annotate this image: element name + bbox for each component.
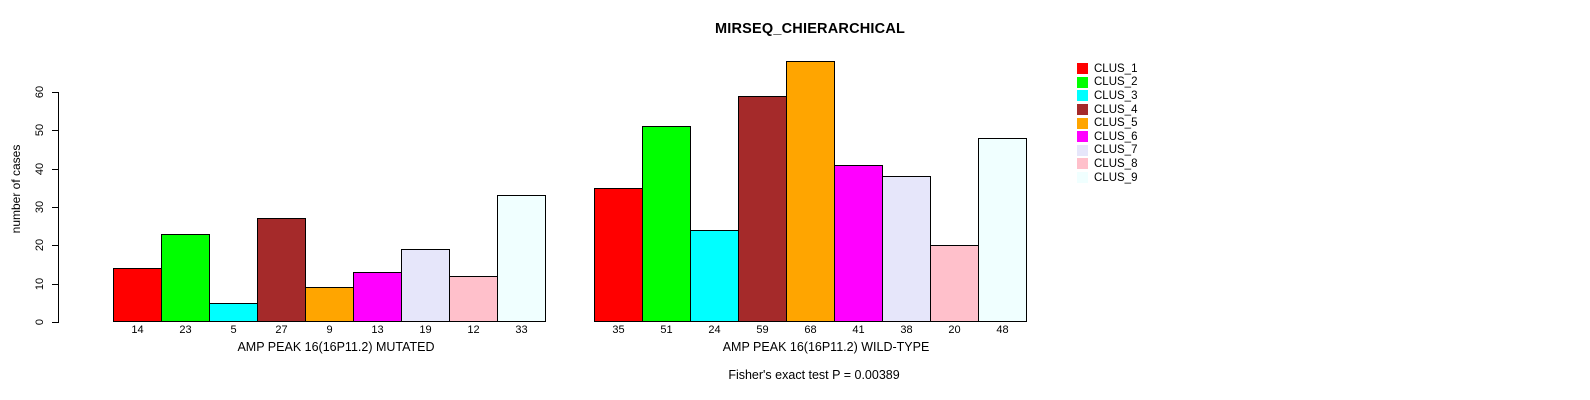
y-axis-tick-label: 50 (34, 123, 46, 137)
legend-item-clus_3: CLUS_3 (1077, 89, 1137, 103)
bar-value-label: 19 (419, 324, 432, 336)
group-label-mutated: AMP PEAK 16(16P11.2) MUTATED (237, 340, 435, 354)
bar-value-label: 20 (948, 324, 961, 336)
bar-value-label: 59 (756, 324, 769, 336)
bar-clus_7-group2 (882, 176, 931, 322)
legend-item-clus_4: CLUS_4 (1077, 103, 1137, 117)
bar-value-label: 14 (131, 324, 144, 336)
bar-clus_8-group1 (449, 276, 498, 322)
fisher-test-note: Fisher's exact test P = 0.00389 (728, 368, 900, 382)
y-axis-line (58, 92, 59, 323)
y-axis-tick (52, 207, 58, 208)
y-axis-tick-label: 60 (34, 85, 46, 99)
y-axis-tick (52, 245, 58, 246)
bar-value-label: 48 (996, 324, 1009, 336)
y-axis-tick-label: 20 (34, 238, 46, 252)
legend-swatch-icon (1077, 144, 1088, 156)
legend-item-clus_9: CLUS_9 (1077, 171, 1137, 185)
bar-value-label: 33 (515, 324, 528, 336)
bar-value-label: 51 (660, 324, 673, 336)
legend-item-clus_1: CLUS_1 (1077, 62, 1137, 76)
bar-value-label: 24 (708, 324, 721, 336)
bar-clus_2-group1 (161, 234, 210, 322)
bar-clus_9-group2 (978, 138, 1027, 322)
legend-item-clus_7: CLUS_7 (1077, 144, 1137, 158)
bar-clus_8-group2 (930, 245, 979, 322)
y-axis-tick-label: 40 (34, 162, 46, 176)
legend-label: CLUS_1 (1094, 62, 1138, 75)
legend-label: CLUS_3 (1094, 89, 1138, 102)
legend-item-clus_2: CLUS_2 (1077, 76, 1137, 90)
bar-clus_6-group2 (834, 165, 883, 322)
y-axis-tick-label: 10 (34, 277, 46, 291)
bar-clus_3-group1 (209, 303, 258, 322)
legend-swatch-icon (1077, 131, 1088, 143)
bar-clus_5-group1 (305, 287, 354, 322)
legend-label: CLUS_5 (1094, 117, 1138, 130)
legend-label: CLUS_4 (1094, 103, 1138, 116)
legend-swatch-icon (1077, 76, 1088, 88)
bar-clus_4-group2 (738, 96, 787, 322)
legend-label: CLUS_7 (1094, 144, 1138, 157)
y-axis-title: number of cases (9, 144, 23, 234)
y-axis-tick (52, 284, 58, 285)
bar-clus_1-group2 (594, 188, 643, 322)
legend-item-clus_5: CLUS_5 (1077, 116, 1137, 130)
bar-value-label: 12 (467, 324, 480, 336)
legend-label: CLUS_6 (1094, 130, 1138, 143)
legend-swatch-icon (1077, 104, 1088, 116)
y-axis-tick (52, 169, 58, 170)
legend-label: CLUS_8 (1094, 157, 1138, 170)
y-axis-tick (52, 92, 58, 93)
chart-title: MIRSEQ_CHIERARCHICAL (714, 21, 906, 37)
bar-value-label: 27 (275, 324, 288, 336)
bar-value-label: 9 (326, 324, 333, 336)
bar-value-label: 13 (371, 324, 384, 336)
legend-swatch-icon (1077, 172, 1088, 184)
bar-clus_9-group1 (497, 195, 546, 322)
bar-clus_6-group1 (353, 272, 402, 322)
bar-clus_4-group1 (257, 218, 306, 322)
legend: CLUS_1 CLUS_2 CLUS_3 CLUS_4 CLUS_5 CLUS_6 CLUS… (1077, 62, 1137, 184)
bar-clus_3-group2 (690, 230, 739, 322)
y-axis-tick-label: 0 (34, 318, 46, 326)
legend-item-clus_6: CLUS_6 (1077, 130, 1137, 144)
bar-value-label: 68 (804, 324, 817, 336)
bar-value-label: 23 (179, 324, 192, 336)
bar-clus_1-group1 (113, 268, 162, 322)
bar-value-label: 38 (900, 324, 913, 336)
legend-label: CLUS_9 (1094, 171, 1138, 184)
bar-clus_5-group2 (786, 61, 835, 322)
legend-swatch-icon (1077, 90, 1088, 102)
legend-swatch-icon (1077, 63, 1088, 75)
legend-swatch-icon (1077, 117, 1088, 129)
group-label-wild-type: AMP PEAK 16(16P11.2) WILD-TYPE (722, 340, 930, 354)
bar-clus_2-group2 (642, 126, 691, 322)
y-axis-tick (52, 130, 58, 131)
y-axis-tick (52, 322, 58, 323)
bar-value-label: 35 (612, 324, 625, 336)
legend-swatch-icon (1077, 158, 1088, 170)
bar-value-label: 5 (230, 324, 237, 336)
y-axis-tick-label: 30 (34, 200, 46, 214)
bar-clus_7-group1 (401, 249, 450, 322)
legend-label: CLUS_2 (1094, 76, 1138, 89)
bar-value-label: 41 (852, 324, 865, 336)
legend-item-clus_8: CLUS_8 (1077, 157, 1137, 171)
